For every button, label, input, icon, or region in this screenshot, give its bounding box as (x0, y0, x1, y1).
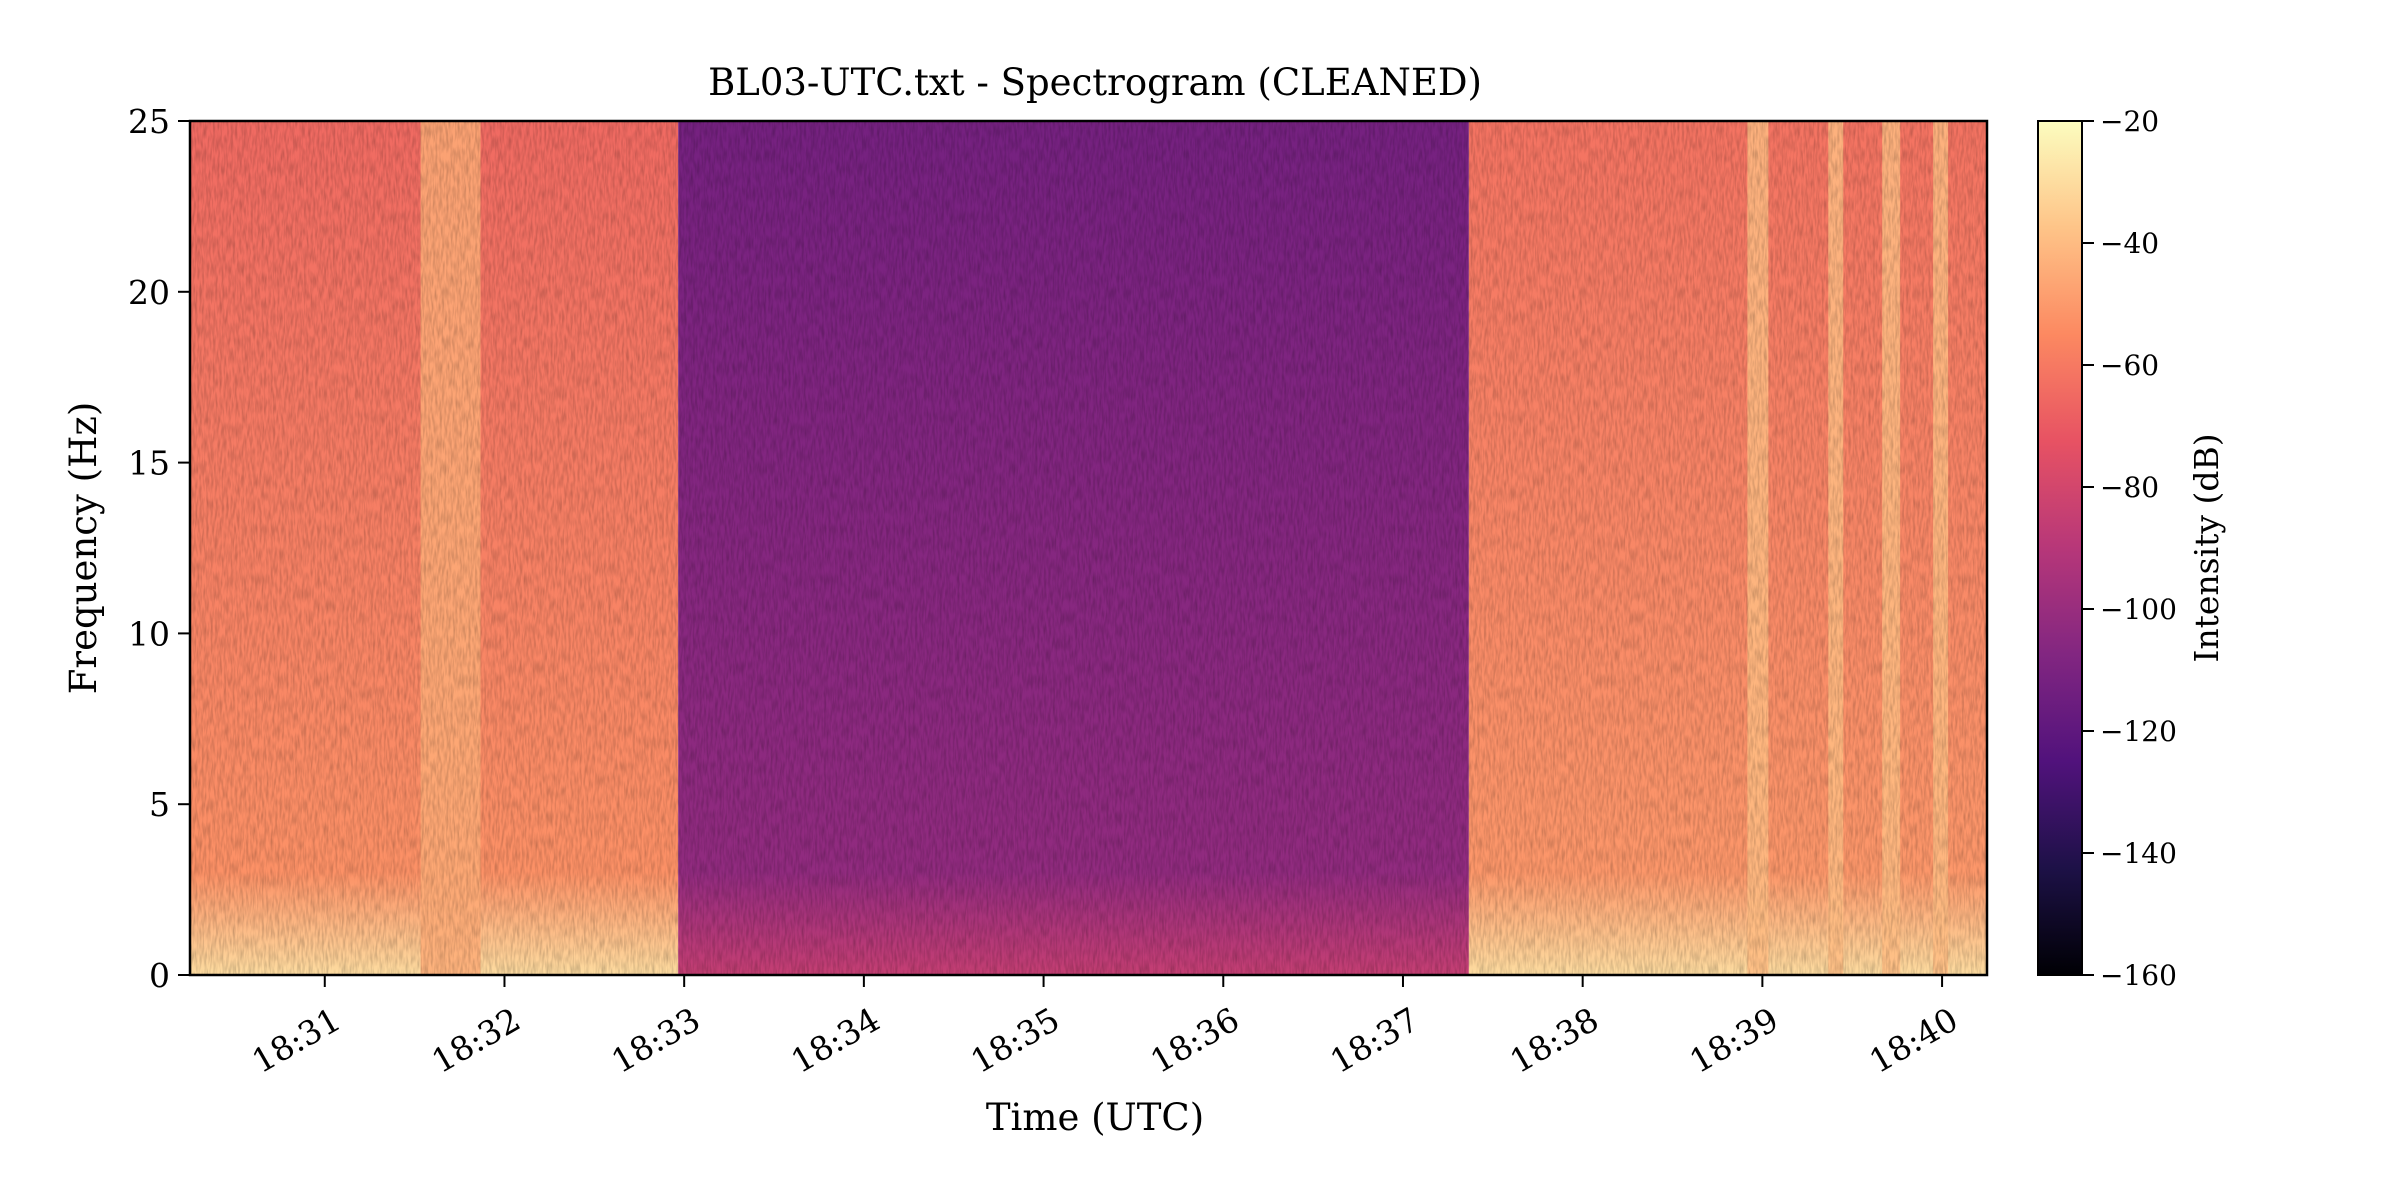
chart-title: BL03-UTC.txt - Spectrogram (CLEANED) (708, 61, 1482, 104)
x-tick-label: 18:36 (1144, 1000, 1246, 1081)
x-tick-label: 18:38 (1503, 1000, 1605, 1081)
x-tick-label: 18:35 (964, 1000, 1066, 1081)
plot-frame (188, 119, 1989, 977)
colorbar-tick-label: −40 (2100, 227, 2159, 260)
y-tick-label: 5 (149, 785, 170, 824)
x-axis-ticks: 18:31 18:32 18:33 18:34 18:35 18:36 18:37 18:38… (245, 975, 1964, 1081)
x-axis-label: Time (UTC) (986, 1096, 1204, 1139)
spectrogram-texture (190, 121, 1987, 975)
y-axis-label: Frequency (Hz) (62, 402, 105, 695)
colorbar-tick-label: −60 (2100, 349, 2159, 382)
y-tick-label: 25 (128, 102, 170, 141)
colorbar (2037, 120, 2083, 976)
colorbar-tick-label: −80 (2100, 471, 2159, 504)
colorbar-tick-label: −100 (2100, 593, 2177, 626)
colorbar-ticks: −20 −40 −60 −80 −100 −120 −140 −160 (2082, 105, 2177, 992)
x-tick-label: 18:34 (784, 1000, 886, 1081)
x-tick-label: 18:32 (425, 1000, 527, 1081)
x-tick-label: 18:33 (605, 1000, 707, 1081)
colorbar-tick-label: −160 (2100, 959, 2177, 992)
y-axis-ticks: 0 5 10 15 20 25 (128, 102, 190, 995)
y-tick-label: 10 (128, 614, 170, 653)
y-tick-label: 15 (128, 444, 170, 483)
colorbar-tick-label: −140 (2100, 837, 2177, 870)
colorbar-label: Intensity (dB) (2187, 433, 2226, 662)
x-tick-label: 18:40 (1863, 1000, 1965, 1081)
colorbar-tick-label: −20 (2100, 105, 2159, 138)
x-tick-label: 18:31 (245, 1000, 347, 1081)
y-tick-label: 20 (128, 273, 170, 312)
x-tick-label: 18:37 (1324, 1000, 1426, 1081)
x-tick-label: 18:39 (1683, 1000, 1785, 1081)
colorbar-tick-label: −120 (2100, 715, 2177, 748)
y-tick-label: 0 (149, 956, 170, 995)
